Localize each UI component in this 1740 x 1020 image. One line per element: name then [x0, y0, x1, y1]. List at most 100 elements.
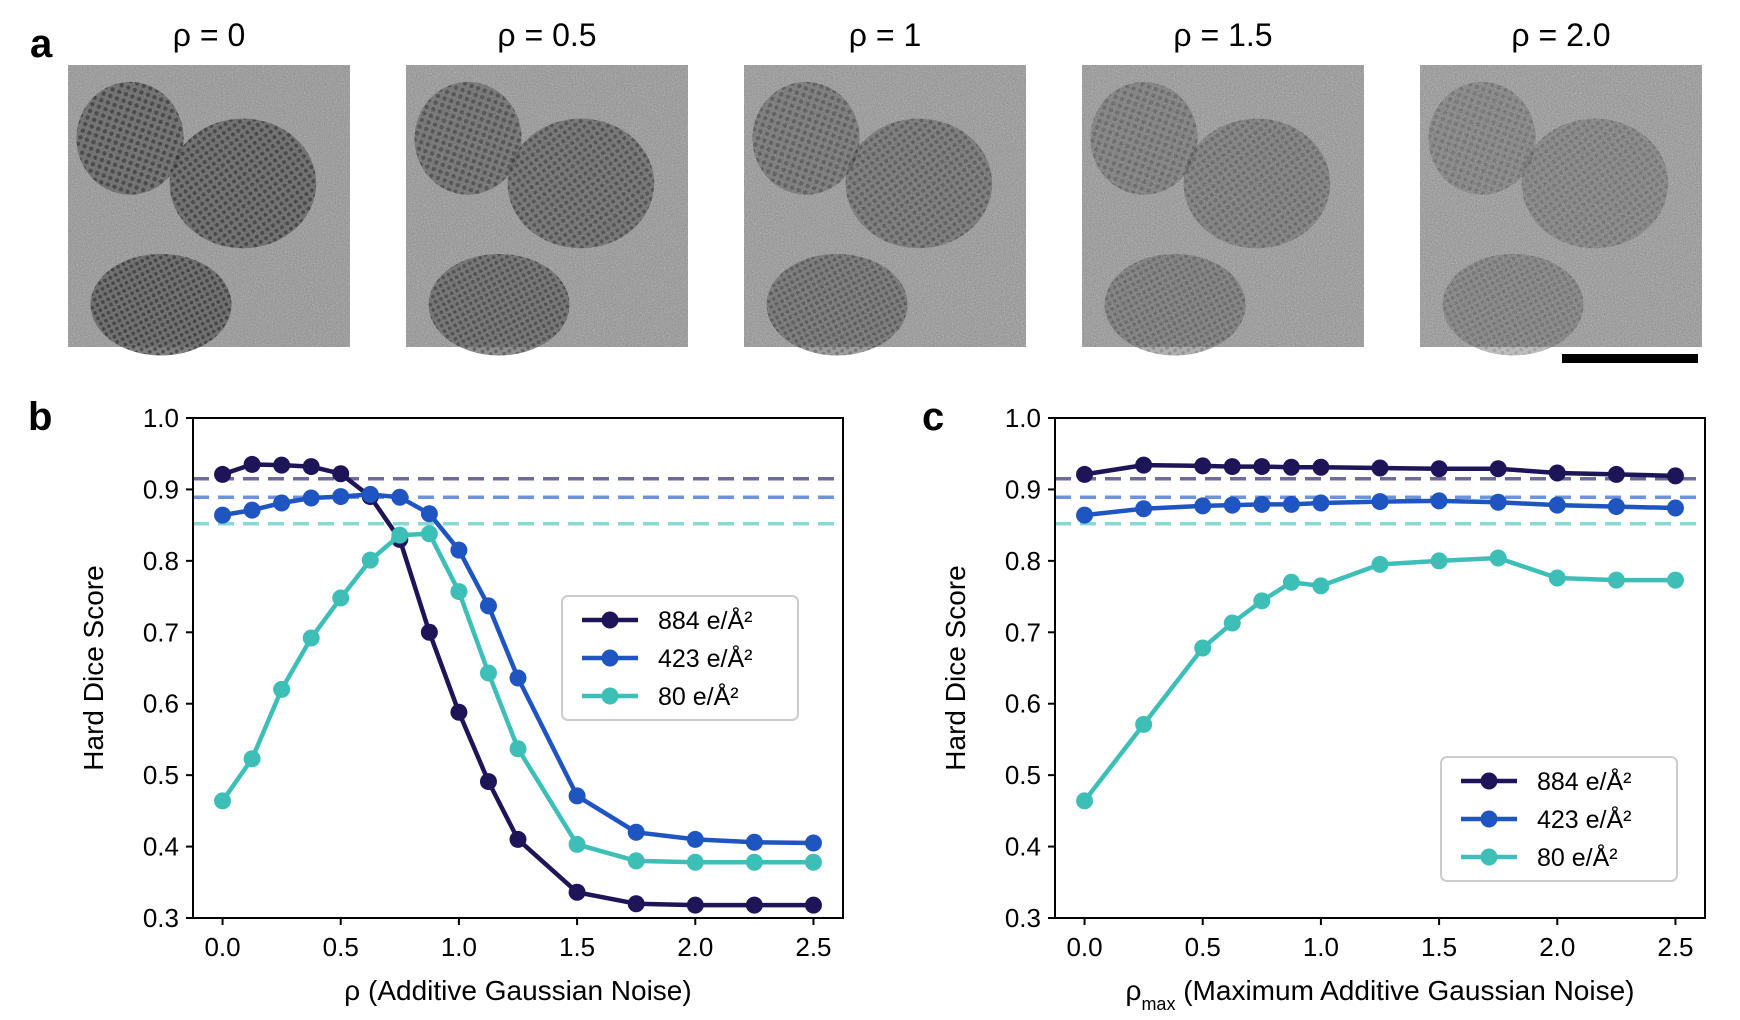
data-point: [243, 455, 261, 473]
data-point: [1135, 456, 1153, 474]
tem-image-4: [1420, 65, 1702, 356]
data-point: [1489, 460, 1507, 478]
data-point: [1548, 496, 1566, 514]
panel-letter-b: b: [28, 395, 52, 439]
data-point: [1282, 495, 1300, 513]
data-point: [509, 669, 527, 687]
data-point: [243, 750, 261, 768]
data-point: [627, 823, 645, 841]
legend-item-0: 884 e/Å²: [582, 605, 753, 635]
data-point: [745, 896, 763, 914]
x-tick-label: 2.5: [795, 932, 831, 962]
data-point: [1489, 549, 1507, 567]
data-point: [450, 541, 468, 559]
x-tick-label: 0.0: [1066, 932, 1102, 962]
data-point: [1312, 458, 1330, 476]
series-1: [214, 485, 822, 852]
data-point: [420, 505, 438, 523]
data-point: [1194, 497, 1212, 515]
data-point: [1607, 498, 1625, 516]
y-tick-label: 0.3: [143, 903, 179, 933]
data-point: [568, 787, 586, 805]
data-point: [568, 883, 586, 901]
data-point: [450, 583, 468, 601]
data-point: [568, 835, 586, 853]
data-point: [509, 830, 527, 848]
legend: 884 e/Å² 423 e/Å² 80 e/Å²: [561, 595, 799, 721]
data-point: [1430, 492, 1448, 510]
legend-label: 884 e/Å²: [1537, 766, 1632, 796]
series-line-0: [221, 462, 814, 908]
data-point: [1666, 571, 1684, 589]
legend-marker: [601, 611, 619, 629]
data-point: [214, 506, 232, 524]
rho-title-3: ρ = 1.5: [1173, 17, 1272, 53]
data-point: [1223, 458, 1241, 476]
y-tick-label: 0.3: [1005, 903, 1041, 933]
y-tick-label: 0.5: [143, 760, 179, 790]
y-tick-label: 0.6: [1005, 689, 1041, 719]
data-point: [1548, 464, 1566, 482]
x-tick-label: 1.0: [441, 932, 477, 962]
data-point: [804, 896, 822, 914]
series-2: [1076, 549, 1684, 810]
series-0: [1076, 456, 1684, 485]
tem-noise-overlay: [1082, 65, 1364, 347]
tem-noise-overlay: [406, 65, 688, 347]
rho-title-1: ρ = 0.5: [497, 17, 596, 53]
data-point: [1430, 460, 1448, 478]
data-point: [1135, 500, 1153, 518]
panel-c-chart: 0.0 0.5 1.0 1.5 2.0 2.5 0.3 0.4 0.5 0.6 0.7 0.8 0.9 1…: [940, 403, 1706, 1014]
data-point: [450, 703, 468, 721]
legend-box: [561, 595, 799, 721]
tem-noise-overlay: [1420, 65, 1702, 347]
x-tick-label: 2.0: [1539, 932, 1575, 962]
x-tick-label: 0.5: [323, 932, 359, 962]
rho-title-4: ρ = 2.0: [1511, 17, 1610, 53]
data-point: [1607, 571, 1625, 589]
y-tick-label: 1.0: [143, 403, 179, 433]
y-tick-label: 0.8: [1005, 546, 1041, 576]
x-tick-label: 2.5: [1657, 932, 1693, 962]
axes-frame: [192, 417, 844, 919]
panel-a-images: ρ = 0 ρ = 0.5 ρ = 1 ρ = 1.5 ρ = 2.0: [68, 17, 1702, 356]
legend-item-1: 423 e/Å²: [582, 643, 753, 673]
data-point: [686, 853, 704, 871]
legend-label: 423 e/Å²: [1537, 804, 1632, 834]
data-point: [686, 896, 704, 914]
data-point: [745, 853, 763, 871]
data-point: [1223, 614, 1241, 632]
data-point: [1312, 494, 1330, 512]
legend: 884 e/Å² 423 e/Å² 80 e/Å²: [1440, 756, 1678, 882]
data-point: [1371, 493, 1389, 511]
x-tick-label: 0.5: [1185, 932, 1221, 962]
y-tick-label: 0.9: [143, 474, 179, 504]
data-point: [302, 489, 320, 507]
data-point: [509, 740, 527, 758]
series-0: [214, 455, 822, 914]
data-point: [1253, 495, 1271, 513]
tem-image-3: [1082, 65, 1364, 356]
data-point: [1194, 639, 1212, 657]
legend-item-1: 423 e/Å²: [1461, 804, 1632, 834]
legend-label: 884 e/Å²: [658, 605, 753, 635]
y-tick-label: 0.7: [143, 617, 179, 647]
data-point: [361, 551, 379, 569]
data-point: [1312, 577, 1330, 595]
series-line-1: [222, 492, 814, 846]
y-tick-label: 0.5: [1005, 760, 1041, 790]
data-point: [332, 589, 350, 607]
x-tick-label: 2.0: [677, 932, 713, 962]
data-point: [420, 525, 438, 543]
data-point: [1253, 458, 1271, 476]
data-point: [391, 488, 409, 506]
legend-item-2: 80 e/Å²: [1461, 842, 1618, 872]
y-tick-label: 0.7: [1005, 617, 1041, 647]
series-2: [214, 525, 822, 871]
legend-label: 423 e/Å²: [658, 643, 753, 673]
rho-title-0: ρ = 0: [173, 17, 245, 53]
data-point: [332, 488, 350, 506]
data-point: [804, 834, 822, 852]
data-point: [1194, 457, 1212, 475]
data-point: [479, 664, 497, 682]
